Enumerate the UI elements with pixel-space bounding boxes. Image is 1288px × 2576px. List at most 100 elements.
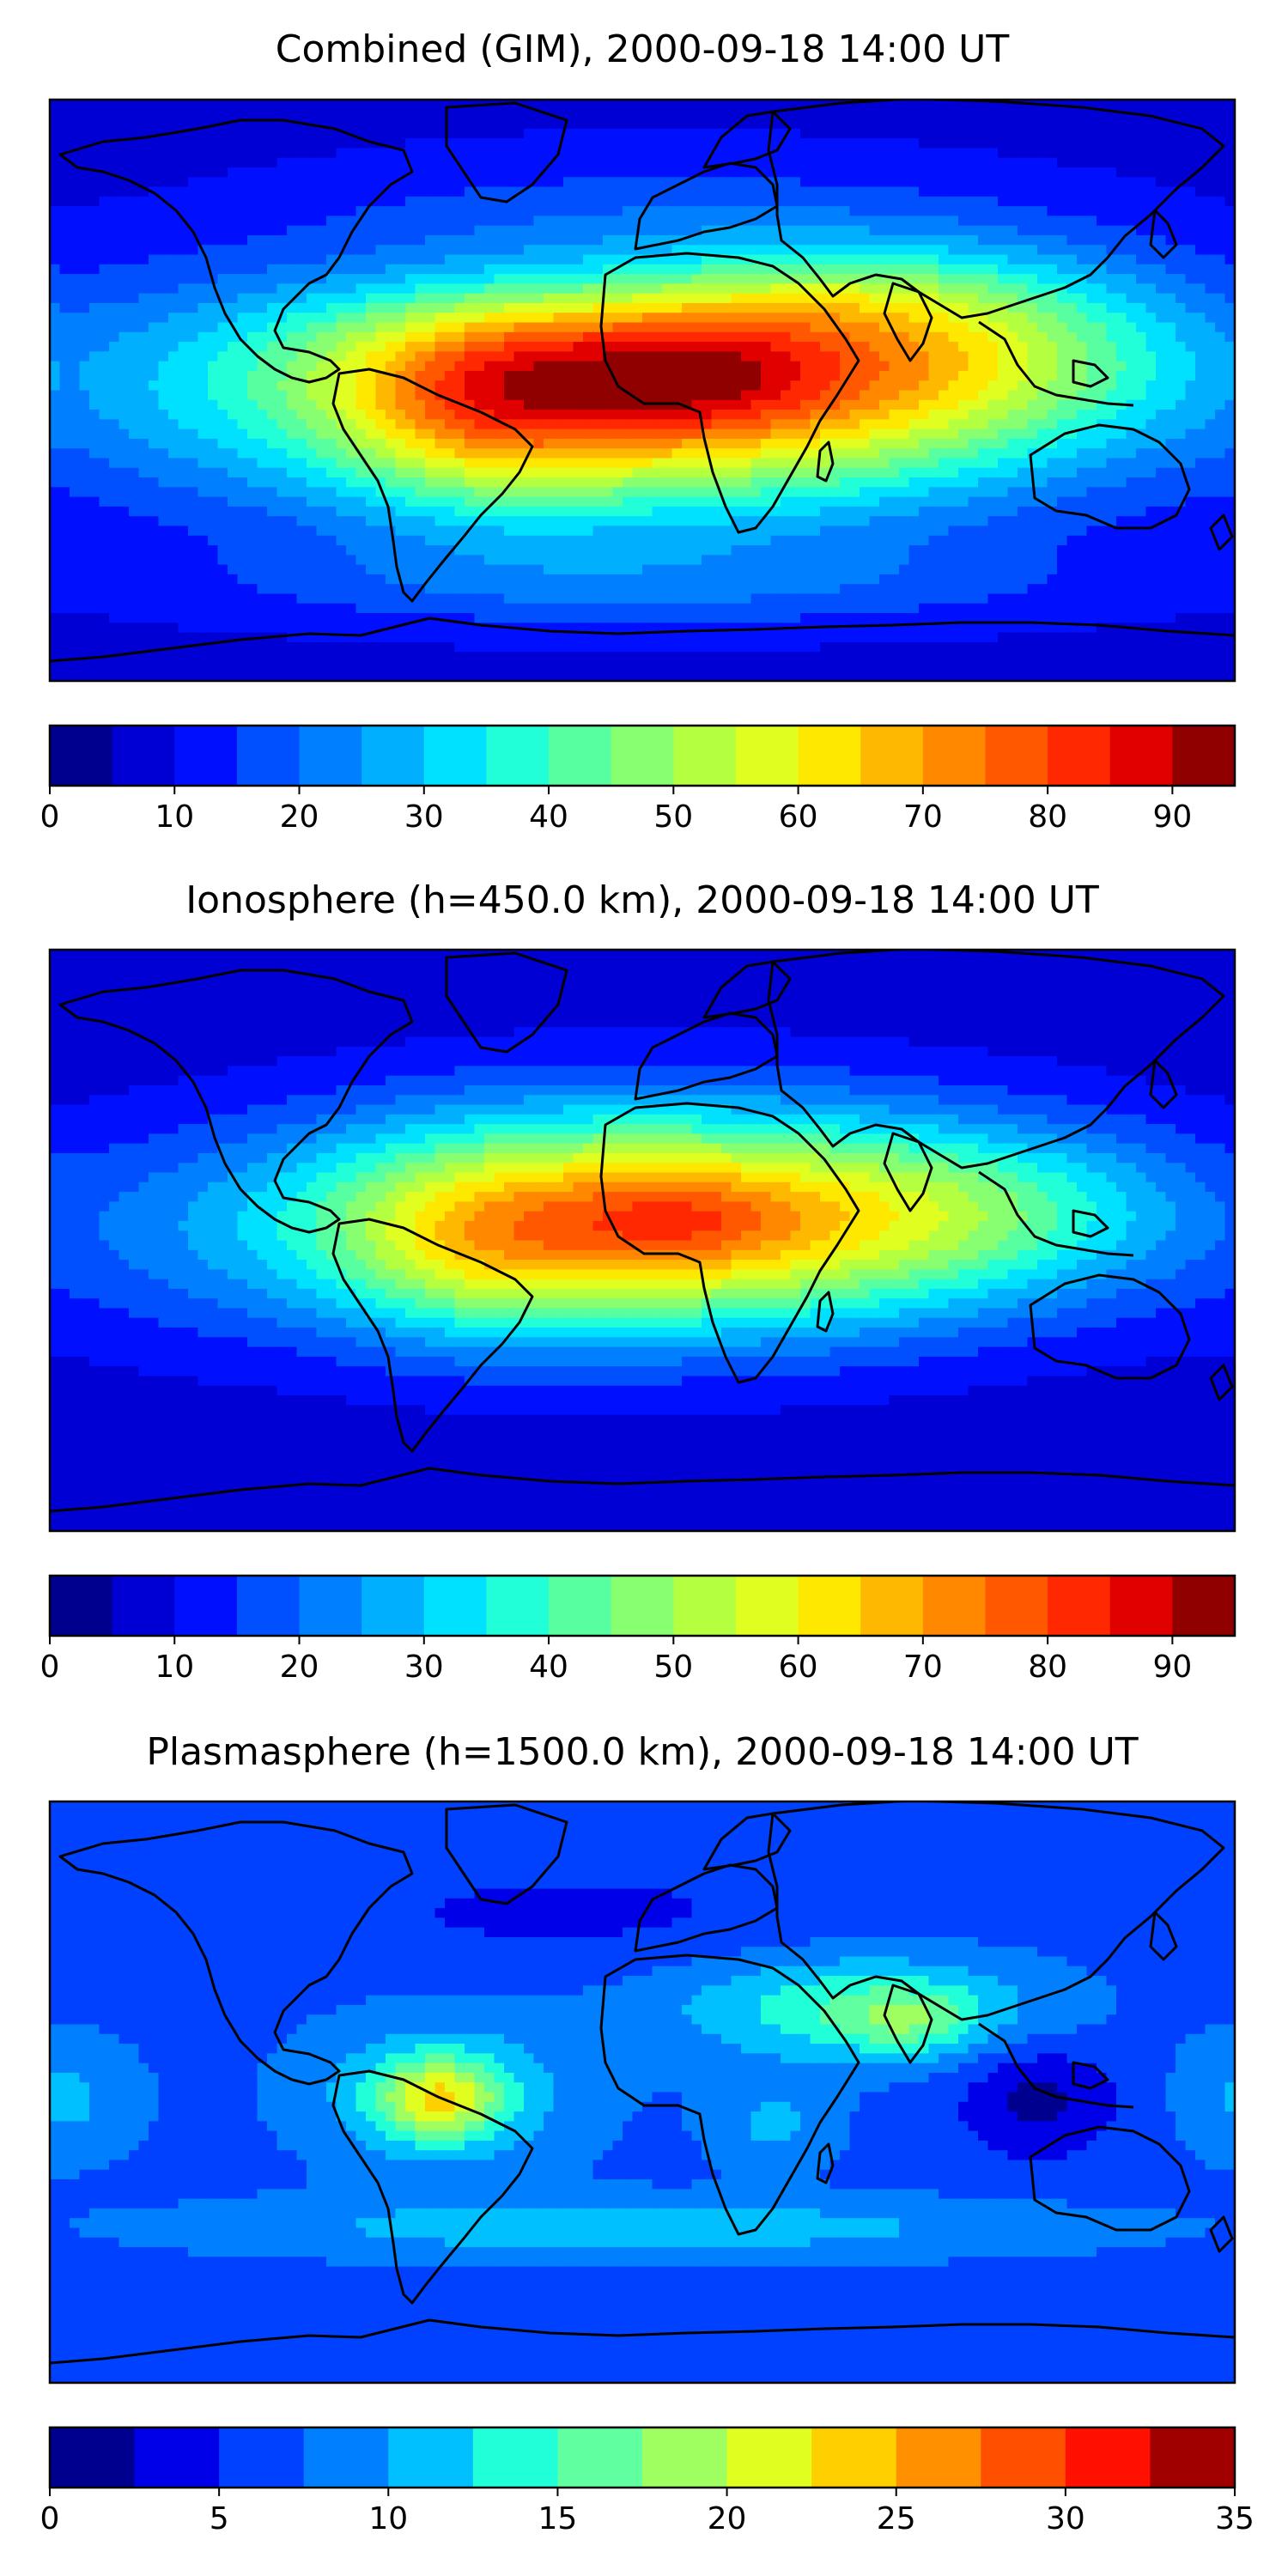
heatmap-cell xyxy=(1145,283,1157,295)
heatmap-cell xyxy=(208,322,219,333)
heatmap-cell xyxy=(276,302,288,313)
heatmap-cell xyxy=(1077,245,1088,256)
heatmap-cell xyxy=(879,216,890,227)
heatmap-cell xyxy=(118,100,130,110)
heatmap-cell xyxy=(592,351,604,362)
heatmap-cell xyxy=(948,225,959,236)
heatmap-cell xyxy=(366,428,377,440)
heatmap-cell xyxy=(208,342,219,352)
heatmap-cell xyxy=(987,225,999,236)
heatmap-cell xyxy=(1116,283,1127,295)
heatmap-cell xyxy=(652,148,663,159)
heatmap-cell xyxy=(612,216,623,227)
heatmap-cell xyxy=(1057,370,1068,381)
heatmap-cell xyxy=(454,419,465,430)
heatmap-cell xyxy=(731,331,742,343)
heatmap-cell xyxy=(721,361,732,372)
heatmap-cell xyxy=(623,234,634,246)
heatmap-cell xyxy=(919,458,930,469)
heatmap-cell xyxy=(623,419,634,430)
heatmap-cell xyxy=(276,322,288,333)
heatmap-cell xyxy=(405,245,416,256)
heatmap-cell xyxy=(70,458,81,469)
heatmap-cell xyxy=(168,370,179,381)
heatmap-cell xyxy=(1086,167,1097,178)
heatmap-cell xyxy=(908,342,920,352)
heatmap-cell xyxy=(761,167,772,178)
heatmap-cell xyxy=(484,477,495,488)
heatmap-cell xyxy=(908,109,920,120)
heatmap-cell xyxy=(533,380,544,392)
heatmap-cell xyxy=(188,477,199,488)
heatmap-cell xyxy=(612,342,623,352)
heatmap-cell xyxy=(889,390,900,401)
heatmap-cell xyxy=(158,313,169,324)
heatmap-cell xyxy=(612,351,623,362)
heatmap-cell xyxy=(1224,399,1235,410)
heatmap-cell xyxy=(790,148,801,159)
heatmap-cell xyxy=(1224,390,1235,401)
heatmap-cell xyxy=(524,206,535,216)
heatmap-cell xyxy=(149,118,160,130)
heatmap-cell xyxy=(1145,428,1157,440)
heatmap-cell xyxy=(1066,167,1078,178)
heatmap-cell xyxy=(425,399,436,410)
heatmap-cell xyxy=(178,438,189,449)
heatmap-cell xyxy=(405,177,416,188)
heatmap-cell xyxy=(405,361,416,372)
heatmap-cell xyxy=(1037,196,1048,207)
heatmap-cell xyxy=(59,370,70,381)
heatmap-cell xyxy=(1057,399,1068,410)
heatmap-cell xyxy=(1165,322,1176,333)
heatmap-cell xyxy=(138,109,149,120)
heatmap-cell xyxy=(702,322,713,333)
heatmap-cell xyxy=(1136,438,1147,449)
heatmap-cell xyxy=(761,128,772,139)
heatmap-cell xyxy=(682,274,693,284)
heatmap-cell xyxy=(632,186,643,197)
heatmap-cell xyxy=(1136,458,1147,469)
heatmap-cell xyxy=(59,419,70,430)
heatmap-cell xyxy=(484,177,495,188)
heatmap-cell xyxy=(623,283,634,295)
heatmap-cell xyxy=(879,186,890,197)
heatmap-cell xyxy=(89,390,100,401)
heatmap-cell xyxy=(228,118,239,130)
heatmap-cell xyxy=(1156,293,1167,304)
heatmap-cell xyxy=(454,322,465,333)
heatmap-cell xyxy=(386,264,397,275)
heatmap-cell xyxy=(998,196,1009,207)
heatmap-cell xyxy=(869,138,880,149)
heatmap-cell xyxy=(395,254,406,265)
heatmap-cell xyxy=(504,448,515,459)
heatmap-cell xyxy=(118,225,130,236)
heatmap-cell xyxy=(228,496,239,507)
heatmap-cell xyxy=(1185,399,1196,410)
heatmap-cell xyxy=(474,177,485,188)
heatmap-cell xyxy=(366,186,377,197)
heatmap-cell xyxy=(968,448,979,459)
heatmap-cell xyxy=(899,225,910,236)
heatmap-cell xyxy=(612,399,623,410)
heatmap-cell xyxy=(731,448,742,459)
heatmap-cell xyxy=(533,428,544,440)
heatmap-cell xyxy=(682,419,693,430)
heatmap-cell xyxy=(99,399,110,410)
heatmap-cell xyxy=(138,264,149,275)
heatmap-cell xyxy=(1185,234,1196,246)
heatmap-cell xyxy=(316,177,327,188)
heatmap-cell xyxy=(434,467,446,478)
heatmap-cell xyxy=(99,390,110,401)
heatmap-cell xyxy=(524,390,535,401)
heatmap-cell xyxy=(99,118,110,130)
heatmap-cell xyxy=(445,167,456,178)
heatmap-cell xyxy=(987,419,999,430)
heatmap-cell xyxy=(59,380,70,392)
heatmap-cell xyxy=(474,293,485,304)
heatmap-cell xyxy=(1066,148,1078,159)
heatmap-cell xyxy=(1156,477,1167,488)
heatmap-cell xyxy=(978,428,989,440)
heatmap-cell xyxy=(208,496,219,507)
heatmap-cell xyxy=(188,370,199,381)
heatmap-cell xyxy=(583,496,594,507)
